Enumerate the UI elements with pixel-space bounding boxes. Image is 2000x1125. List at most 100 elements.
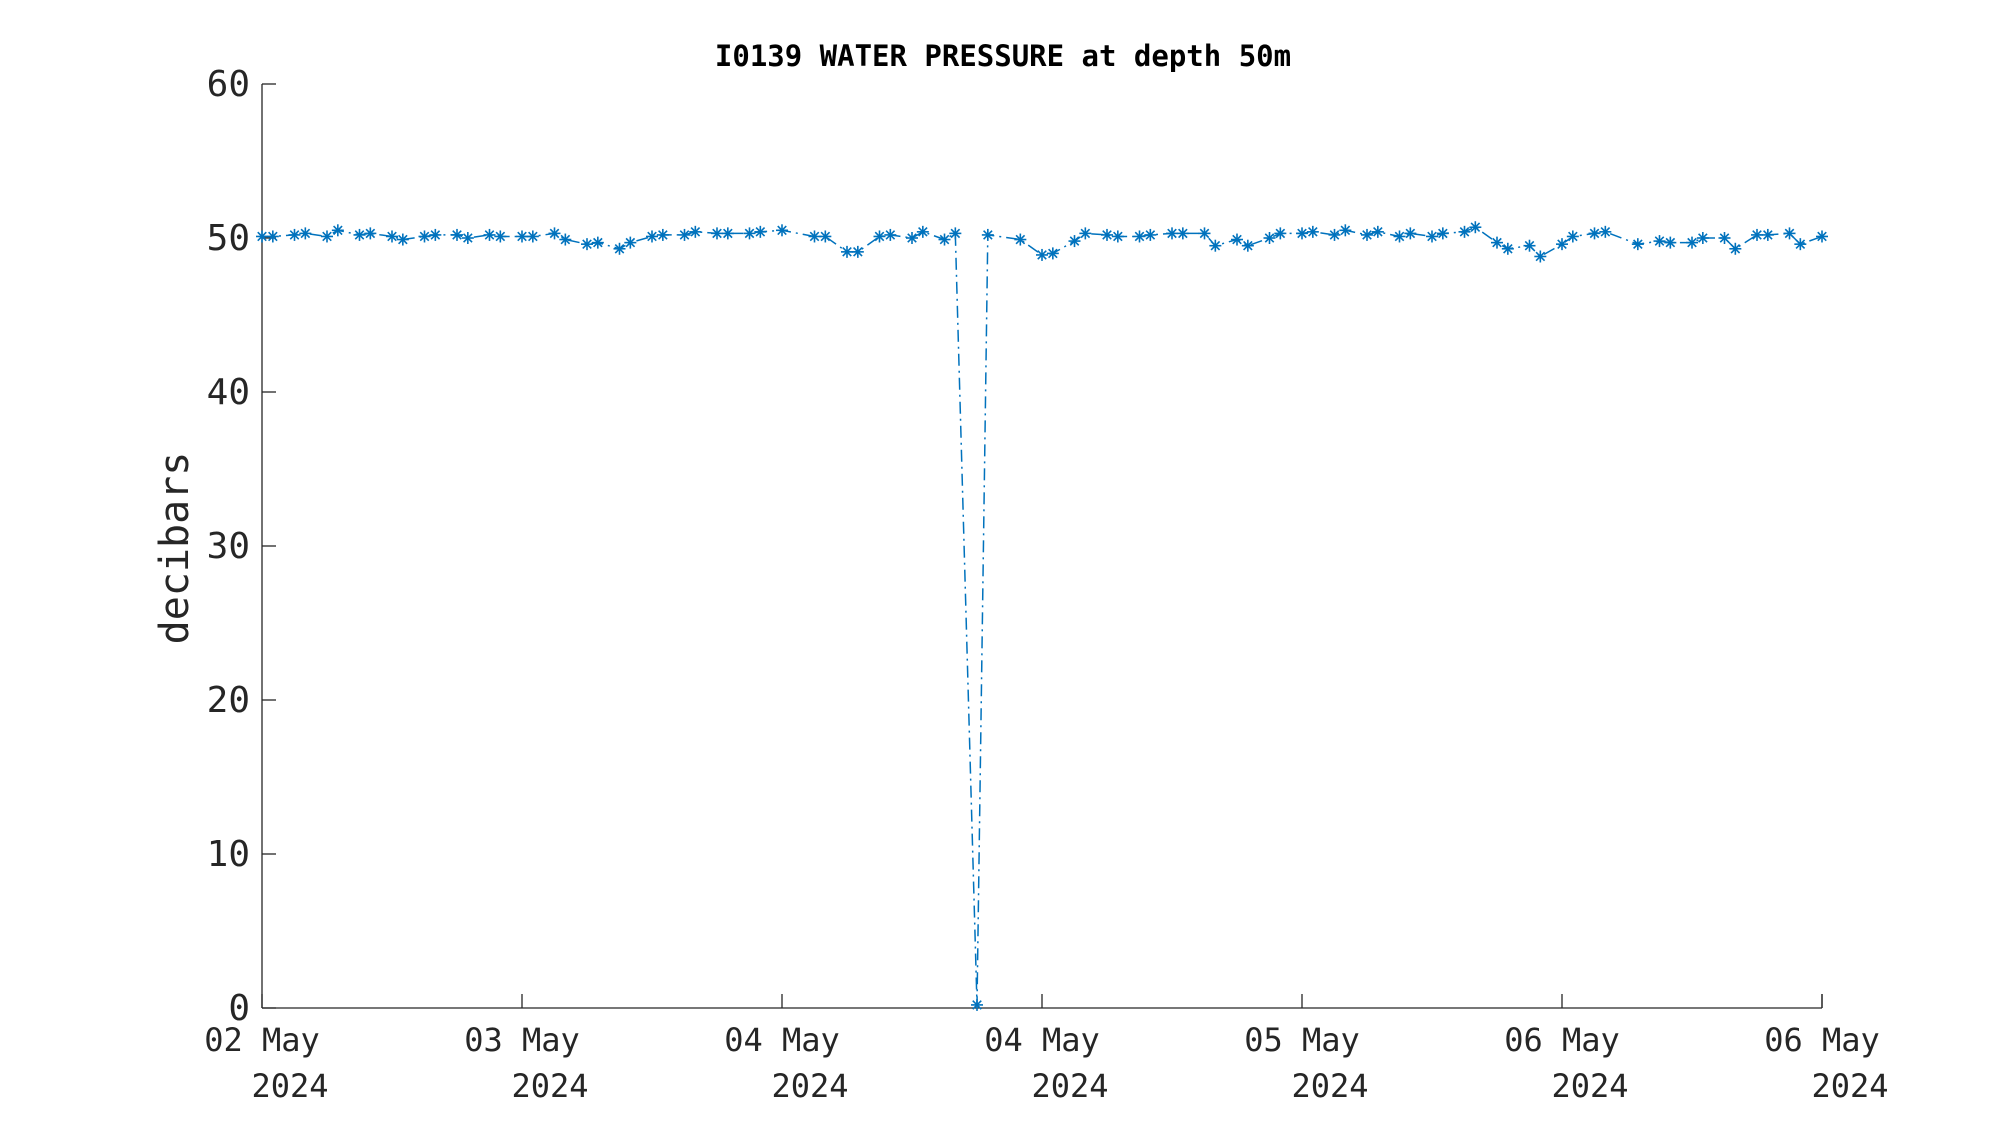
data-point	[1783, 227, 1796, 240]
x-tick-label-year: 2024	[1811, 1067, 1888, 1105]
data-point	[288, 228, 301, 241]
data-point	[808, 230, 821, 243]
data-point	[1729, 242, 1742, 255]
data-point	[1166, 227, 1178, 240]
data-point	[1144, 228, 1157, 241]
y-tick-label: 30	[207, 526, 250, 567]
data-point	[1426, 230, 1438, 243]
data-point	[548, 227, 561, 240]
data-point	[1501, 242, 1514, 255]
x-tick-label-year: 2024	[771, 1067, 848, 1105]
data-point	[1393, 230, 1406, 243]
data-point	[1566, 230, 1579, 243]
data-point	[581, 238, 593, 251]
data-point	[1036, 248, 1048, 261]
data-point	[353, 228, 366, 241]
data-point	[1241, 239, 1254, 252]
data-point	[1176, 227, 1189, 240]
data-point	[1696, 232, 1709, 244]
data-point	[1556, 238, 1568, 251]
x-tick-label-year: 2024	[1291, 1067, 1368, 1105]
data-point	[721, 227, 734, 240]
data-point	[873, 230, 886, 243]
y-tick-label: 0	[228, 988, 250, 1029]
data-point	[1263, 232, 1276, 244]
data-point	[256, 230, 268, 243]
x-tick-label-date: 05 May	[1244, 1021, 1360, 1059]
data-point	[1761, 228, 1774, 241]
data-point	[1458, 225, 1471, 238]
data-point	[1339, 224, 1352, 237]
data-point	[1436, 227, 1449, 240]
data-point	[1014, 233, 1027, 246]
data-point	[884, 228, 897, 241]
data-point	[1046, 247, 1059, 260]
data-point	[906, 232, 918, 244]
data-point	[451, 228, 463, 241]
data-point	[646, 230, 658, 243]
data-point	[516, 230, 528, 243]
data-point	[841, 245, 853, 258]
data-point	[971, 998, 983, 1011]
data-point	[1306, 225, 1319, 238]
data-point	[1816, 230, 1828, 243]
data-point	[559, 233, 572, 246]
y-tick-label: 40	[207, 372, 250, 413]
data-point	[743, 227, 756, 240]
x-tick-label-year: 2024	[1551, 1067, 1628, 1105]
data-point	[1599, 225, 1612, 238]
y-tick-label: 50	[207, 218, 250, 259]
data-point	[299, 227, 312, 240]
data-point	[1491, 236, 1503, 249]
y-axis-label: decibars	[152, 452, 198, 645]
data-point	[656, 228, 669, 241]
data-point	[396, 233, 409, 246]
data-point	[1209, 239, 1222, 252]
series-markers	[256, 221, 1828, 1011]
data-point	[1371, 225, 1384, 238]
data-point	[591, 236, 604, 249]
data-point	[266, 230, 279, 243]
data-point	[429, 228, 442, 241]
data-point	[938, 233, 951, 246]
x-tick-label-date: 03 May	[464, 1021, 580, 1059]
data-point	[1079, 227, 1092, 240]
data-point	[678, 228, 691, 241]
data-point	[1653, 235, 1666, 248]
data-point	[711, 227, 723, 240]
chart-title: I0139 WATER PRESSURE at depth 50m	[715, 39, 1291, 73]
x-tick-label-year: 2024	[1031, 1067, 1108, 1105]
x-tick-label-date: 04 May	[724, 1021, 840, 1059]
data-point	[386, 230, 398, 243]
data-point	[1404, 227, 1417, 240]
x-ticks: 02 May 2024 03 May 2024 04 May 2024 04 May 2024…	[204, 994, 1889, 1105]
x-tick-label-date: 04 May	[984, 1021, 1100, 1059]
data-point	[1751, 228, 1763, 241]
data-point	[1534, 250, 1547, 263]
plot-area	[256, 221, 1828, 1011]
data-point	[613, 242, 626, 255]
data-point	[526, 230, 539, 243]
data-point	[1686, 236, 1698, 249]
data-point	[1328, 228, 1341, 241]
y-tick-label: 10	[207, 834, 250, 875]
y-tick-label: 60	[207, 64, 250, 105]
data-point	[1631, 238, 1644, 251]
data-point	[461, 232, 474, 244]
data-point	[1068, 235, 1081, 248]
data-point	[1361, 228, 1373, 241]
y-ticks: 0 10 20 30 40 50 60	[207, 64, 276, 1029]
data-point	[494, 230, 507, 243]
x-tick-label-year: 2024	[511, 1067, 588, 1105]
data-point	[331, 224, 344, 237]
data-point	[1111, 230, 1124, 243]
data-point	[1296, 227, 1308, 240]
data-point	[776, 224, 788, 237]
data-point	[1133, 230, 1146, 243]
series-line	[262, 226, 1823, 1005]
data-point	[1588, 227, 1601, 240]
data-point	[1794, 238, 1807, 251]
data-point	[754, 225, 767, 238]
data-point	[1274, 227, 1287, 240]
